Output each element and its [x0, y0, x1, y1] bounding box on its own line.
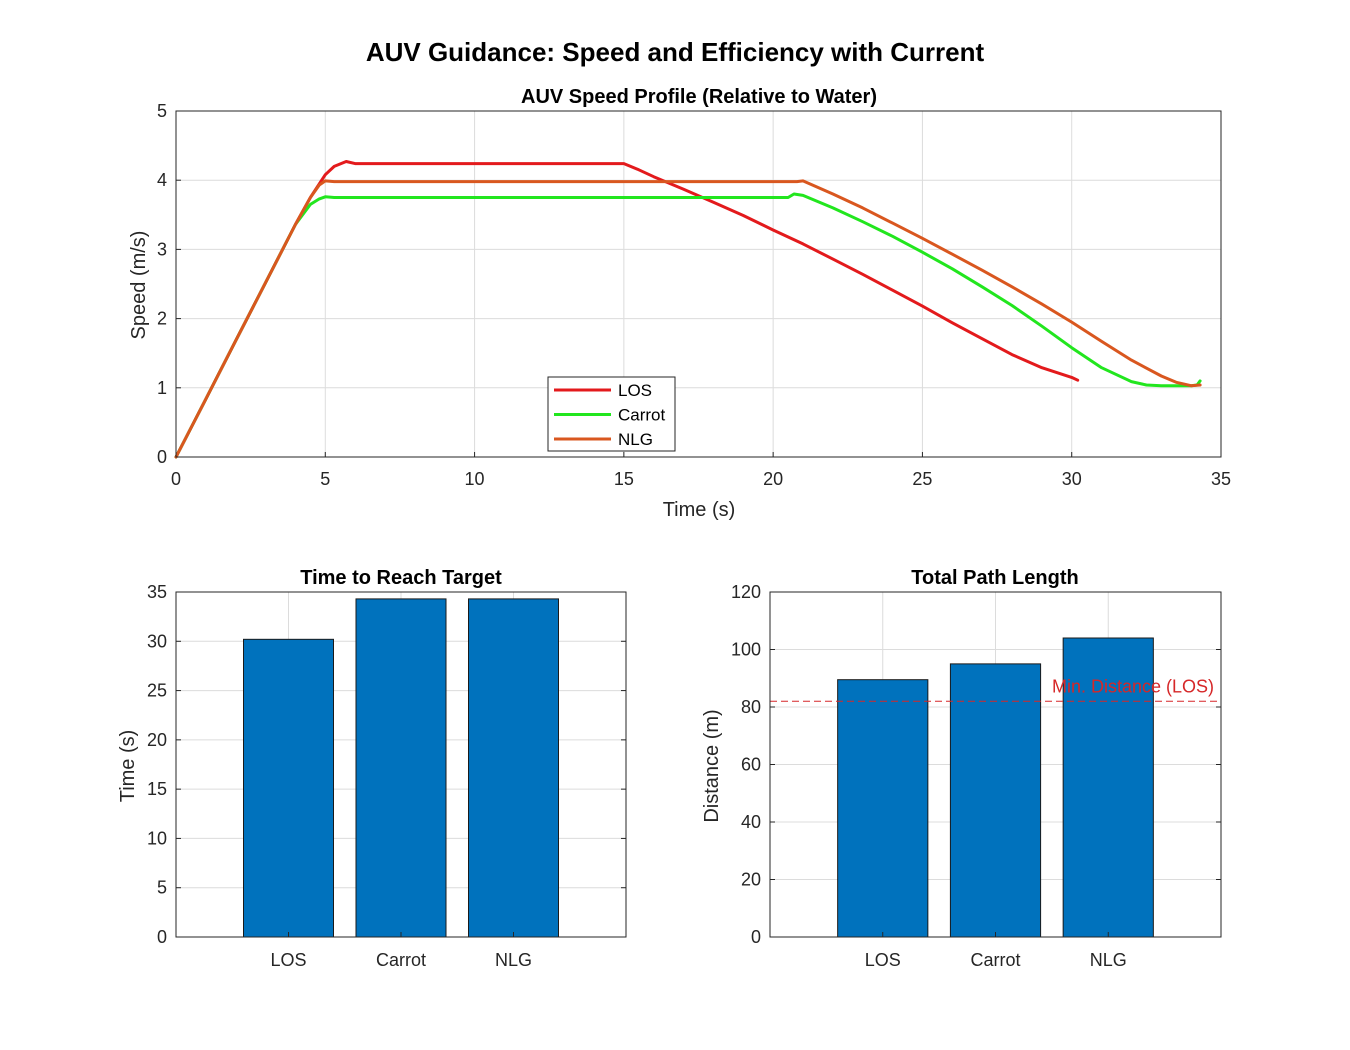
time-ticks: 0 5 10 15 20 25 30 35 LOS Carrot NLG [147, 582, 626, 970]
series-line-carrot [174, 192, 1202, 459]
y-tick-label: 4 [157, 170, 167, 190]
time-to-target-axes: 0 5 10 15 20 25 30 35 LOS Carrot NLG Time to Reach… [117, 567, 627, 970]
legend-label-los: LOS [618, 381, 652, 400]
y-tick-label: 2 [157, 309, 167, 329]
length-ticks: 0 20 40 60 80 100 120 LOS Carrot NLG [731, 582, 1221, 970]
x-tick-label: 35 [1211, 469, 1231, 489]
speed-profile-axes: 0 5 10 15 20 25 30 35 0 1 2 3 4 5 AUV Speed Profile (… [128, 86, 1231, 521]
y-tick-label: 0 [157, 447, 167, 467]
time-y-axis-label: Time (s) [117, 730, 139, 803]
x-tick-label: 25 [912, 469, 932, 489]
x-tick-label: 0 [171, 469, 181, 489]
legend-label-nlg: NLG [618, 430, 653, 449]
y-tick-label: 15 [147, 779, 167, 799]
y-tick-label: 25 [147, 681, 167, 701]
y-tick-label: 60 [741, 755, 761, 775]
bar-nlg [468, 598, 559, 938]
length-chart-title: Total Path Length [911, 567, 1078, 589]
y-tick-label: 5 [157, 101, 167, 121]
x-tick-label: 5 [320, 469, 330, 489]
time-chart-title: Time to Reach Target [300, 567, 502, 589]
x-tick-label-carrot: Carrot [376, 950, 426, 970]
speed-legend: LOS Carrot NLG [547, 376, 676, 452]
axes-frame [175, 110, 1222, 458]
x-tick-label-los: LOS [865, 950, 901, 970]
y-tick-label: 80 [741, 697, 761, 717]
y-tick-label: 0 [157, 927, 167, 947]
y-tick-label: 20 [147, 730, 167, 750]
speed-x-axis-label: Time (s) [663, 499, 736, 521]
x-tick-label: 30 [1062, 469, 1082, 489]
y-tick-label: 3 [157, 239, 167, 259]
speed-grid [175, 110, 1222, 458]
x-tick-label: 10 [465, 469, 485, 489]
y-tick-label: 120 [731, 582, 761, 602]
y-tick-label: 5 [157, 878, 167, 898]
x-tick-label: 15 [614, 469, 634, 489]
path-length-axes: Min. Distance (LOS) 0 20 40 60 80 100 120 LOS Ca… [701, 567, 1222, 970]
speed-y-axis-label: Speed (m/s) [128, 231, 150, 340]
x-tick-label-los: LOS [270, 950, 306, 970]
y-tick-label: 1 [157, 378, 167, 398]
x-tick-label-nlg: NLG [495, 950, 532, 970]
y-tick-label: 35 [147, 582, 167, 602]
x-tick-label-carrot: Carrot [970, 950, 1020, 970]
y-tick-label: 30 [147, 631, 167, 651]
length-bars [837, 637, 1154, 938]
length-y-axis-label: Distance (m) [701, 709, 723, 822]
bar-nlg [1062, 637, 1154, 938]
y-tick-label: 0 [751, 927, 761, 947]
figure-title: AUV Guidance: Speed and Efficiency with … [366, 37, 985, 67]
legend-label-carrot: Carrot [618, 406, 666, 425]
speed-chart-title: AUV Speed Profile (Relative to Water) [521, 86, 877, 108]
y-tick-label: 10 [147, 828, 167, 848]
series-line-nlg [174, 179, 1202, 459]
bar-carrot [949, 663, 1042, 938]
speed-series [174, 160, 1202, 459]
time-bars [243, 598, 559, 938]
bar-los [837, 679, 929, 938]
bar-carrot [355, 598, 447, 938]
reference-line-label: Min. Distance (LOS) [1052, 676, 1214, 696]
y-tick-label: 100 [731, 640, 761, 660]
x-tick-label-nlg: NLG [1090, 950, 1127, 970]
bar-los [243, 638, 334, 938]
x-tick-label: 20 [763, 469, 783, 489]
y-tick-label: 20 [741, 870, 761, 890]
speed-ticks: 0 5 10 15 20 25 30 35 0 1 2 3 4 5 [157, 101, 1231, 489]
length-reference: Min. Distance (LOS) [770, 676, 1221, 702]
speed-frame [175, 110, 1222, 458]
y-tick-label: 40 [741, 812, 761, 832]
